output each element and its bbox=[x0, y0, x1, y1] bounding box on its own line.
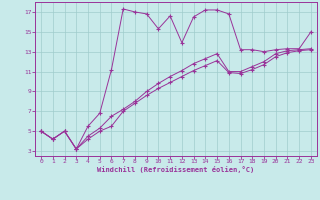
X-axis label: Windchill (Refroidissement éolien,°C): Windchill (Refroidissement éolien,°C) bbox=[97, 166, 255, 173]
